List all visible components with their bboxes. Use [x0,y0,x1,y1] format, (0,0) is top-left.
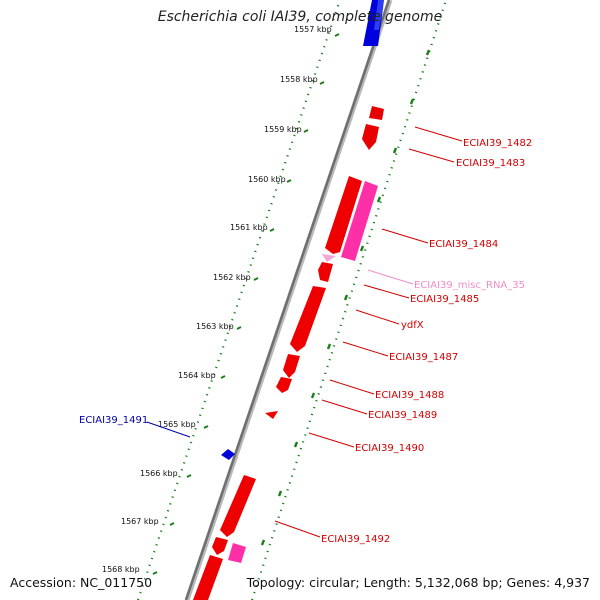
misc-rna-arrow [322,254,336,262]
tick-mark [319,81,325,85]
gene-label: ECIAI39_1491 [79,415,148,426]
tick-mark [169,522,175,526]
gene-label: ECIAI39_1482 [463,138,532,149]
leader-ECIAI39_1488 [329,379,375,395]
inner-track-dash [376,196,382,203]
tick-label: 1567 kbp [121,517,159,526]
tick-label: 1562 kbp [213,273,251,282]
map-title: Escherichia coli IAI39, complete genome [157,9,443,25]
tick-mark [286,179,292,183]
tick-label: 1559 kbp [264,125,302,134]
tick-label: 1558 kbp [280,75,318,84]
tick-label: 1566 kbp [140,469,178,478]
gene-arrow-ECIAI39_1487 [283,354,300,378]
features [193,0,384,600]
leader-ECIAI39_1489 [321,399,368,415]
tick-mark [186,474,192,478]
misc-rna-ECIAI39_misc_RNA_35 [341,181,378,261]
gene-arrow-ECIAI39_1482 [369,106,384,120]
leader-ECIAI39_1490 [308,432,355,448]
backbone-line [184,0,391,600]
gene-arrow-ydfX [290,286,326,352]
gene-label: ECIAI39_1483 [456,158,525,169]
gene-arrow-small [212,537,228,555]
tick-label: 1557 kbp [294,25,332,34]
gene-arrow-ECIAI39_1483 [362,124,379,150]
gene-arrow-ECIAI39_1492 [220,475,256,537]
gene-label: ydfX [401,320,424,331]
gene-label: ECIAI39_1490 [355,443,424,454]
tick-mark [203,425,209,429]
inner-track-dashes [260,49,431,546]
gene-label: ECIAI39_1488 [375,390,444,401]
inner-track-dash [277,490,283,497]
inner-track-dash [343,294,349,301]
tick-marks: 1557 kbp 1558 kbp 1559 kbp 1560 kbp 1561… [102,25,340,575]
inner-track-dash [260,539,266,546]
gene-labels: ECIAI39_1482 ECIAI39_1483 ECIAI39_1484 E… [79,138,532,545]
leader-ECIAI39_1482 [414,126,463,142]
accession-text: Accession: NC_011750 [10,575,153,590]
leader-ECIAI39_1487 [342,341,389,357]
misc-rna-block [228,543,246,563]
genome-summary-text: Topology: circular; Length: 5,132,068 bp… [246,575,590,590]
inner-track-dash [326,343,332,350]
gene-label: ECIAI39_1487 [389,352,458,363]
tick-mark [334,33,340,37]
gene-label: ECIAI39_misc_RNA_35 [414,280,525,291]
leader-ECIAI39_1484 [381,228,429,244]
gene-arrow-ECIAI39_1491 [221,449,235,460]
gene-arrow-ECIAI39_1484 [325,176,362,254]
gene-arrow-ECIAI39_1485 [318,262,333,282]
inner-track-dash [392,147,398,154]
gene-arrow-ECIAI39_1488 [276,377,292,393]
tick-mark [253,277,259,281]
inner-track-dash [425,49,431,56]
inner-track-dash [409,98,415,105]
leader-ECIAI39_1485 [363,284,410,299]
leader-ECIAI39_misc_RNA_35 [367,269,414,285]
tick-track [136,0,448,600]
tick-mark [152,571,158,575]
tick-label: 1564 kbp [178,371,216,380]
genome-backbone [184,0,393,600]
gene-arrow-ECIAI39_1489 [265,411,278,419]
tick-label: 1568 kbp [102,565,140,574]
inner-track-dash [359,245,365,252]
inner-track-dash [310,392,316,399]
tick-label: 1561 kbp [230,223,268,232]
tick-label: 1565 kbp [158,420,196,429]
reverse-gene-highlight [374,0,384,30]
tick-label: 1560 kbp [248,175,286,184]
leader-ECIAI39_1492 [274,520,321,538]
inner-track-dash [293,441,299,448]
gene-arrow-bottom [193,555,223,600]
tick-label: 1563 kbp [196,322,234,331]
leader-ECIAI39_1491 [146,421,191,438]
leader-ECIAI39_1483 [408,148,455,163]
gene-label: ECIAI39_1489 [368,410,437,421]
leader-ydfX [355,309,400,325]
gene-label: ECIAI39_1484 [429,239,498,250]
tick-mark [303,129,309,133]
gene-label: ECIAI39_1492 [321,534,390,545]
tick-mark [220,375,226,379]
gene-label: ECIAI39_1485 [410,294,479,305]
label-leaders [146,126,463,538]
tick-mark [269,228,275,232]
tick-mark [236,326,242,330]
